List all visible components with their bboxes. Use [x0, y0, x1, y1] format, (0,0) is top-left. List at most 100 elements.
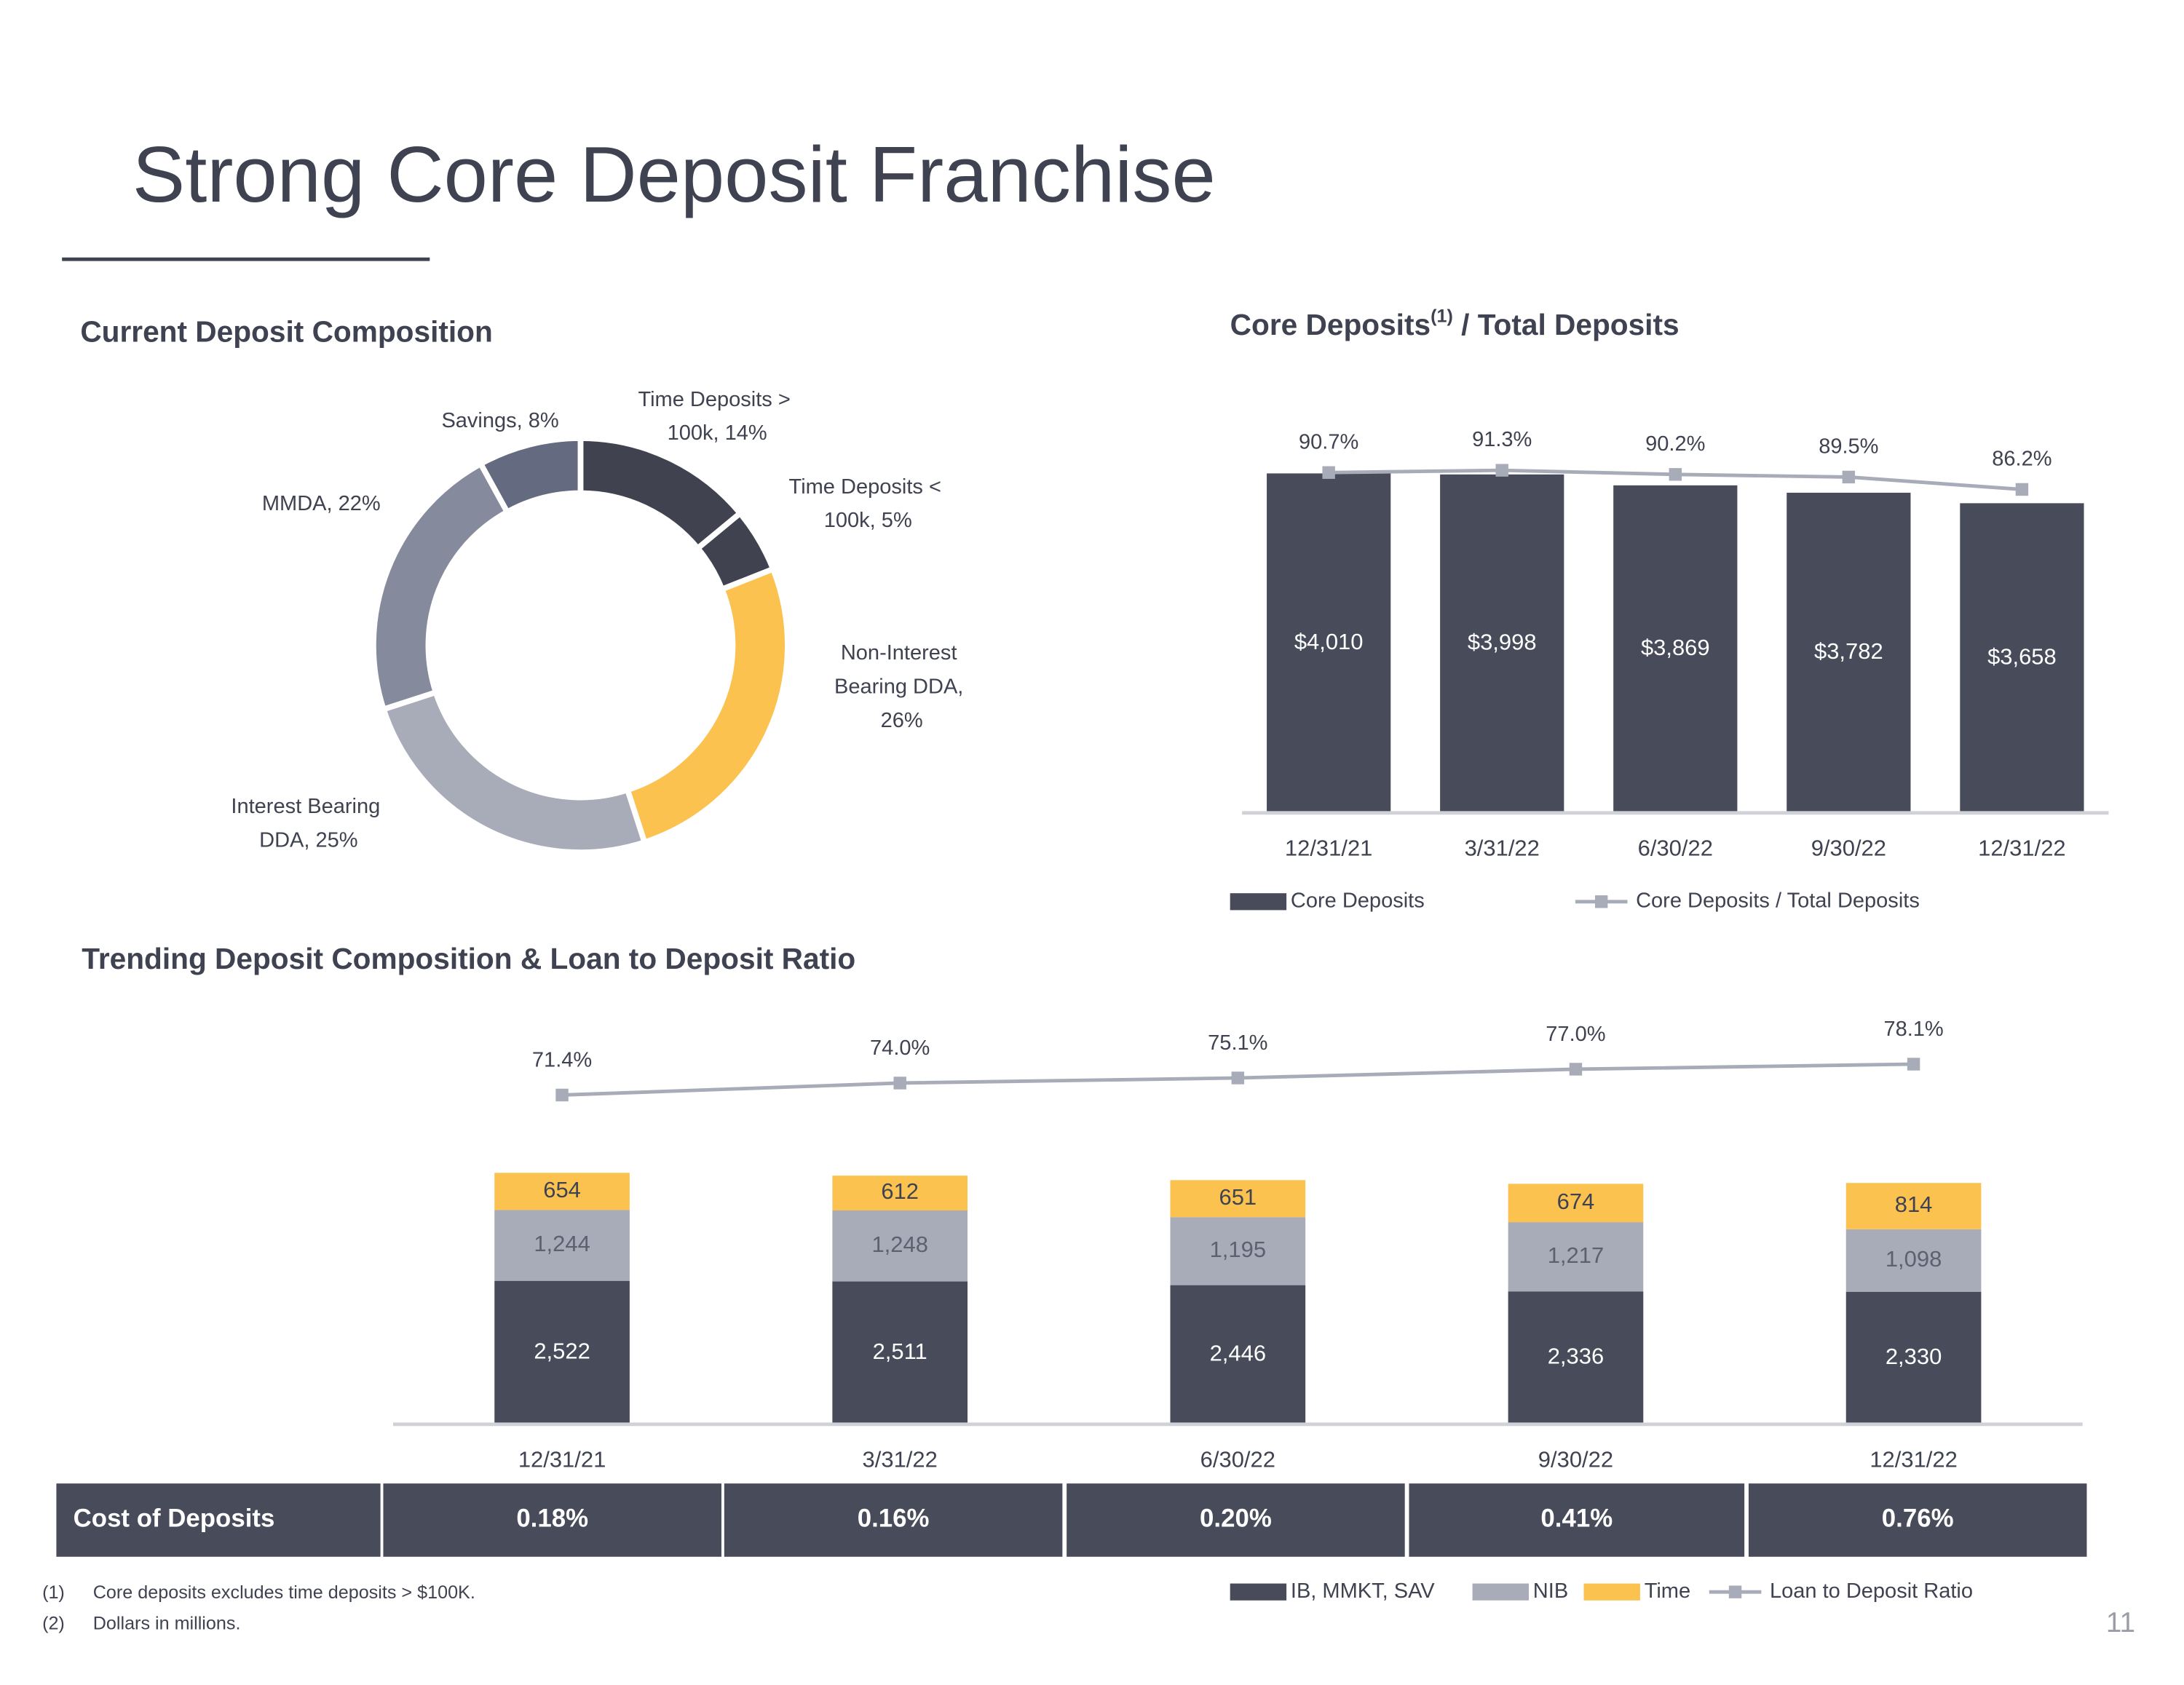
x-tick-label: 6/30/22 — [1200, 1446, 1275, 1472]
line-label: 91.3% — [1472, 428, 1532, 451]
bar-label: 1,244 — [534, 1231, 590, 1256]
legend-marker — [1728, 1585, 1742, 1598]
table-value: 0.18% — [516, 1504, 588, 1533]
bar-label: 2,522 — [534, 1338, 590, 1363]
slice-label: MMDA, 22% — [262, 492, 381, 515]
line-marker — [1322, 466, 1335, 479]
line-marker — [2015, 483, 2029, 496]
bar-label: $4,010 — [1294, 629, 1364, 654]
bar — [494, 1280, 630, 1424]
line-label: 71.4% — [532, 1049, 592, 1072]
line-label: 75.1% — [1208, 1031, 1267, 1055]
line-marker — [1907, 1058, 1920, 1071]
legend-label: NIB — [1533, 1579, 1568, 1603]
bar-label: $3,658 — [1987, 643, 2057, 669]
slice-label-line: Interest Bearing — [231, 795, 386, 818]
line-label: 78.1% — [1883, 1018, 1943, 1041]
table-cell — [1748, 1483, 2087, 1557]
bar-label: $3,869 — [1641, 635, 1710, 660]
bar-label: 2,330 — [1886, 1344, 1942, 1369]
bar — [1845, 1183, 1982, 1229]
line-marker — [1231, 1071, 1245, 1085]
legend-label: Time — [1645, 1579, 1690, 1603]
table-value: 0.20% — [1200, 1504, 1272, 1533]
bar — [1508, 1222, 1644, 1292]
x-tick-label: 12/31/21 — [518, 1446, 606, 1472]
legend-swatch — [1472, 1583, 1529, 1601]
line-label: 86.2% — [1992, 447, 2052, 470]
slice-label-line: DDA, 25% — [259, 828, 357, 852]
bar — [832, 1175, 968, 1211]
bar-label: 651 — [1219, 1184, 1257, 1210]
slice-label-line: Time Deposits > — [638, 387, 796, 411]
table-cell — [1409, 1483, 1745, 1557]
bar-label: 654 — [543, 1177, 581, 1202]
bar — [1440, 474, 1564, 813]
bar-label: 2,446 — [1210, 1340, 1266, 1365]
line-marker — [1569, 1063, 1583, 1076]
table-value: 0.41% — [1540, 1504, 1613, 1533]
x-tick-label: 6/30/22 — [1638, 835, 1713, 860]
bar — [494, 1210, 630, 1281]
bar-label: 1,217 — [1548, 1242, 1604, 1268]
legend-swatch — [1230, 893, 1287, 911]
x-tick-label: 12/31/22 — [1870, 1446, 1958, 1472]
footnote-mark: (2) — [42, 1613, 65, 1633]
bar-label: 674 — [1557, 1189, 1595, 1214]
chart-title-part: Core Deposits — [1230, 308, 1431, 341]
slice-label: Time Deposits > 100k, 14% — [638, 387, 796, 444]
line-marker — [893, 1077, 906, 1090]
legend-marker — [1594, 895, 1608, 908]
line-label: 77.0% — [1546, 1023, 1605, 1046]
table-row-label: Cost of Deposits — [74, 1504, 275, 1533]
footnote-text: Core deposits excludes time deposits > $… — [93, 1582, 475, 1603]
slice-label-line: MMDA, 22% — [262, 492, 381, 515]
bar-label: $3,782 — [1814, 638, 1883, 664]
line-marker — [1495, 464, 1508, 477]
x-tick-label: 9/30/22 — [1538, 1446, 1613, 1472]
chart-title: Trending Deposit Composition & Loan to D… — [82, 942, 855, 975]
x-tick-label: 9/30/22 — [1811, 835, 1886, 860]
footnote-text: Dollars in millions. — [93, 1613, 241, 1633]
bar — [1508, 1291, 1644, 1424]
legend-swatch — [1230, 1583, 1287, 1601]
bar — [832, 1210, 968, 1282]
slice-label: Non-Interest Bearing DDA, 26% — [834, 641, 969, 732]
legend-label: Loan to Deposit Ratio — [1770, 1579, 1973, 1603]
slice-label-line: Non-Interest — [841, 641, 963, 665]
legend-label: Core Deposits — [1291, 889, 1425, 912]
donut-slice — [624, 565, 791, 847]
page-number: 11 — [2106, 1607, 2135, 1638]
slice-label-line: Bearing DDA, — [834, 675, 969, 698]
line-label: 74.0% — [870, 1036, 930, 1060]
line-label: 90.2% — [1645, 432, 1705, 456]
bar — [494, 1173, 630, 1210]
slice-label-line: 100k, 5% — [824, 509, 912, 532]
bar-label: 2,511 — [873, 1339, 927, 1364]
table-cell — [724, 1483, 1063, 1557]
table-cell — [1067, 1483, 1405, 1557]
table-header-cell — [56, 1483, 381, 1557]
table-value: 0.76% — [1882, 1504, 1954, 1533]
line-marker — [1842, 470, 1856, 484]
chart-title-part: (1) — [1431, 306, 1453, 326]
x-tick-label: 3/31/22 — [1465, 835, 1540, 860]
bar — [832, 1281, 968, 1424]
legend-label: IB, MMKT, SAV — [1291, 1579, 1435, 1603]
bar — [1170, 1217, 1306, 1285]
bar — [1845, 1291, 1982, 1424]
bar — [1508, 1184, 1644, 1223]
slice-label-line: 100k, 14% — [668, 421, 767, 445]
slice-label-line: Time Deposits < — [789, 475, 947, 498]
slice-label: Interest Bearing DDA, 25% — [231, 795, 386, 852]
slice-label-line: 26% — [881, 709, 923, 732]
table-value: 0.16% — [858, 1504, 930, 1533]
chart-title-part: / Total Deposits — [1453, 308, 1679, 341]
bar-label: 1,195 — [1210, 1237, 1266, 1262]
legend-label: Core Deposits / Total Deposits — [1636, 889, 1920, 912]
x-tick-label: 3/31/22 — [863, 1446, 938, 1472]
bar-label: 1,248 — [871, 1232, 927, 1257]
bar — [1787, 492, 1911, 813]
